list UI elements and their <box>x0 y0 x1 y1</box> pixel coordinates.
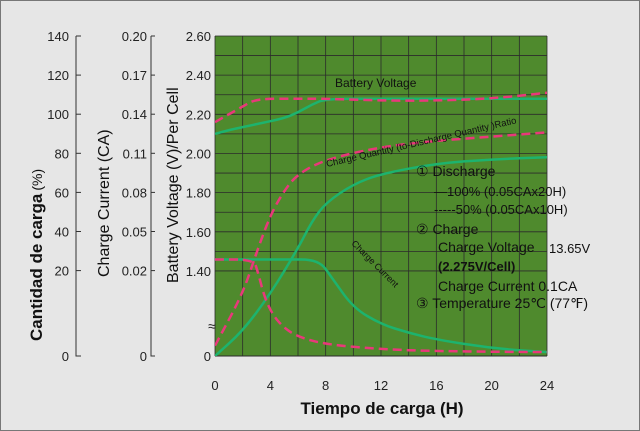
voltage-tick-label: 1.60 <box>186 225 211 240</box>
axis-break-symbol: ≈ <box>208 318 216 334</box>
quantity-tick-label: 40 <box>55 225 69 240</box>
quantity-tick-label: 80 <box>55 146 69 161</box>
current-tick-label: 0.11 <box>123 146 147 161</box>
current-tick-label: 0.17 <box>122 68 147 83</box>
quantity-axis-title: Cantidad de carga (%) <box>27 169 46 341</box>
x-axis-title: Tiempo de carga (H) <box>300 399 463 418</box>
quantity-tick-label: 100 <box>47 107 69 122</box>
current-tick-label: 0.14 <box>122 107 147 122</box>
series-line-voltage-100 <box>215 97 547 136</box>
legend-temperature: ③ Temperature 25℃ (77℉) <box>416 295 588 311</box>
x-tick-label: 4 <box>267 378 274 393</box>
current-tick-label: 0.08 <box>122 185 147 200</box>
current-tick-label: 0.05 <box>122 225 147 240</box>
voltage-tick-label: 2.20 <box>186 107 211 122</box>
x-tick-label: 12 <box>374 378 388 393</box>
series-line-quantity-100 <box>215 156 547 356</box>
x-tick-label: 20 <box>484 378 498 393</box>
series-line-quantity-50 <box>215 131 547 347</box>
quantity-tick-label: 120 <box>47 68 69 83</box>
current-tick-label: 0 <box>140 349 147 364</box>
legend-charge-current: Charge Current 0.1CA <box>438 278 578 294</box>
conditions-legend: ① Discharge —100% (0.05CAx20H) -----50% … <box>416 163 591 311</box>
x-tick-label: 8 <box>322 378 329 393</box>
voltage-tick-label: 2.00 <box>186 147 211 162</box>
tick-labels: 0 4 8 12 16 20 24 140 120 100 80 60 40 20 0 0.20 0.17 0.1… <box>47 29 554 393</box>
current-axis-line <box>150 36 155 357</box>
legend-charge: ② Charge <box>416 221 479 237</box>
quantity-axis-title-unit: (%) <box>29 169 45 191</box>
series-line-voltage-50 <box>215 91 547 124</box>
current-axis-title: Charge Current (CA) <box>96 129 113 277</box>
series-layer <box>215 91 547 356</box>
legend-charge-voltage-label: Charge Voltage <box>438 239 535 255</box>
series-line-current-100 <box>215 258 547 354</box>
voltage-tick-label: 2.60 <box>186 29 211 44</box>
legend-charge-voltage-cell: (2.275V/Cell) <box>438 259 515 274</box>
current-tick-label: 0.02 <box>122 264 147 279</box>
left-axes <box>75 36 155 357</box>
quantity-axis-line <box>75 36 81 357</box>
voltage-tick-label: 0 <box>204 349 211 364</box>
quantity-tick-label: 20 <box>55 264 69 279</box>
voltage-axis-title: Battery Voltage (V)/Per Cell <box>165 87 182 283</box>
x-tick-label: 16 <box>429 378 443 393</box>
quantity-tick-label: 60 <box>55 185 69 200</box>
x-tick-label: 0 <box>211 378 218 393</box>
quantity-tick-label: 0 <box>62 349 69 364</box>
quantity-tick-label: 140 <box>47 29 69 44</box>
voltage-tick-label: 2.40 <box>186 68 211 83</box>
legend-charge-voltage-value: 13.65V <box>549 241 591 256</box>
legend-discharge-100: —100% (0.05CAx20H) <box>434 184 566 199</box>
voltage-tick-label: 1.40 <box>186 264 211 279</box>
legend-discharge-50: -----50% (0.05CAx10H) <box>434 202 568 217</box>
x-tick-label: 24 <box>540 378 554 393</box>
quantity-axis-title-bold: Cantidad de carga <box>27 193 46 341</box>
voltage-tick-label: 1.80 <box>186 186 211 201</box>
grid <box>214 35 548 357</box>
legend-discharge: ① Discharge <box>416 163 496 179</box>
battery-voltage-label: Battery Voltage <box>335 76 417 90</box>
current-tick-label: 0.20 <box>122 29 147 44</box>
series-line-current-50 <box>215 258 547 354</box>
